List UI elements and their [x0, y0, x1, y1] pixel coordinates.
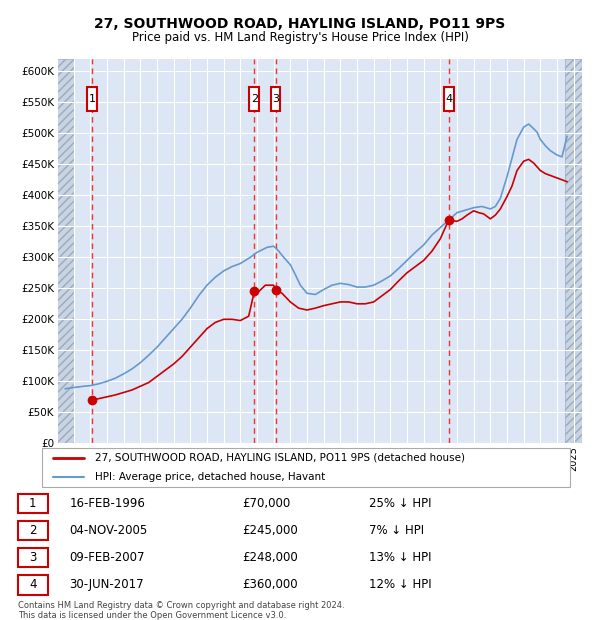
Text: Price paid vs. HM Land Registry's House Price Index (HPI): Price paid vs. HM Land Registry's House …: [131, 31, 469, 44]
Text: 09-FEB-2007: 09-FEB-2007: [70, 551, 145, 564]
Text: 2: 2: [29, 524, 37, 537]
Text: HPI: Average price, detached house, Havant: HPI: Average price, detached house, Hava…: [95, 472, 325, 482]
Bar: [57, 59, 74, 443]
Text: 4: 4: [445, 94, 452, 104]
Text: £360,000: £360,000: [242, 578, 298, 591]
Text: 2: 2: [251, 94, 258, 104]
Text: 12% ↓ HPI: 12% ↓ HPI: [369, 578, 432, 591]
Bar: [18, 575, 48, 595]
Bar: [18, 548, 48, 567]
Text: 1: 1: [29, 497, 37, 510]
Bar: [250, 87, 259, 111]
Bar: [565, 59, 582, 443]
Text: 16-FEB-1996: 16-FEB-1996: [70, 497, 145, 510]
Text: 27, SOUTHWOOD ROAD, HAYLING ISLAND, PO11 9PS: 27, SOUTHWOOD ROAD, HAYLING ISLAND, PO11…: [94, 17, 506, 32]
Text: £248,000: £248,000: [242, 551, 298, 564]
Bar: [18, 521, 48, 540]
Bar: [88, 87, 97, 111]
Text: 1: 1: [89, 94, 96, 104]
Text: This data is licensed under the Open Government Licence v3.0.: This data is licensed under the Open Gov…: [18, 611, 286, 620]
Bar: [443, 87, 454, 111]
Bar: [271, 87, 280, 111]
Bar: [565, 59, 582, 443]
Bar: [18, 494, 48, 513]
Text: 30-JUN-2017: 30-JUN-2017: [70, 578, 144, 591]
Text: 3: 3: [29, 551, 37, 564]
Text: £245,000: £245,000: [242, 524, 298, 537]
Text: 4: 4: [29, 578, 37, 591]
Text: 25% ↓ HPI: 25% ↓ HPI: [369, 497, 431, 510]
Text: 04-NOV-2005: 04-NOV-2005: [70, 524, 148, 537]
Text: 27, SOUTHWOOD ROAD, HAYLING ISLAND, PO11 9PS (detached house): 27, SOUTHWOOD ROAD, HAYLING ISLAND, PO11…: [95, 453, 465, 463]
Bar: [57, 59, 74, 443]
Text: Contains HM Land Registry data © Crown copyright and database right 2024.: Contains HM Land Registry data © Crown c…: [18, 601, 344, 611]
Text: 3: 3: [272, 94, 279, 104]
Text: £70,000: £70,000: [242, 497, 290, 510]
Text: 7% ↓ HPI: 7% ↓ HPI: [369, 524, 424, 537]
Text: 13% ↓ HPI: 13% ↓ HPI: [369, 551, 431, 564]
